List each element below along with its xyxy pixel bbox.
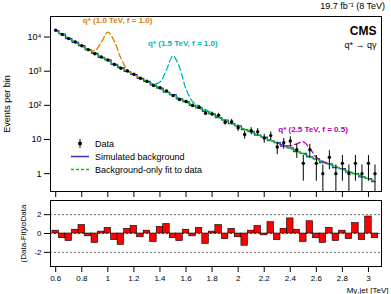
svg-text:1.4: 1.4 — [154, 274, 166, 283]
svg-text:2.4: 2.4 — [285, 274, 297, 283]
svg-text:10⁴: 10⁴ — [28, 32, 42, 42]
html-text:Background-only fit to data: Background-only fit to data — [95, 164, 203, 175]
svg-text:1.2: 1.2 — [128, 274, 140, 283]
html-text:Data: Data — [95, 138, 114, 149]
html-text:Simulated background: Simulated background — [95, 151, 185, 162]
svg-text:2: 2 — [37, 210, 42, 219]
svg-text:q* (1.5 TeV, f = 1.0): q* (1.5 TeV, f = 1.0) — [148, 39, 218, 48]
svg-text:10²: 10² — [28, 100, 41, 110]
svg-text:10: 10 — [31, 134, 41, 144]
svg-text:0.6: 0.6 — [50, 274, 62, 283]
svg-text:-2: -2 — [34, 248, 42, 257]
svg-text:10³: 10³ — [28, 66, 41, 76]
svg-text:3: 3 — [366, 274, 371, 283]
svg-text:q* (2.5 TeV, f = 0.5): q* (2.5 TeV, f = 0.5) — [278, 125, 348, 134]
svg-text:2.6: 2.6 — [311, 274, 323, 283]
svg-text:0.8: 0.8 — [76, 274, 88, 283]
svg-text:1.8: 1.8 — [207, 274, 219, 283]
svg-text:CMS: CMS — [350, 24, 377, 38]
svg-text:2: 2 — [236, 274, 241, 283]
svg-text:1: 1 — [36, 169, 41, 179]
svg-text:1: 1 — [106, 274, 111, 283]
svg-text:0: 0 — [37, 229, 42, 238]
svg-text:Mγ,jet [TeV]: Mγ,jet [TeV] — [347, 286, 389, 294]
svg-text:Events per bin: Events per bin — [2, 75, 12, 133]
svg-text:(Data-Fit)/σData: (Data-Fit)/σData — [19, 204, 28, 262]
html-text:19.7 fb⁻¹ (8 TeV): 19.7 fb⁻¹ (8 TeV) — [320, 1, 385, 11]
svg-text:q* (1.0 TeV, f = 1.0): q* (1.0 TeV, f = 1.0) — [83, 16, 153, 25]
svg-text:q* → qγ: q* → qγ — [344, 40, 377, 50]
svg-text:2.8: 2.8 — [337, 274, 349, 283]
svg-text:2.2: 2.2 — [259, 274, 271, 283]
svg-text:1.6: 1.6 — [180, 274, 192, 283]
